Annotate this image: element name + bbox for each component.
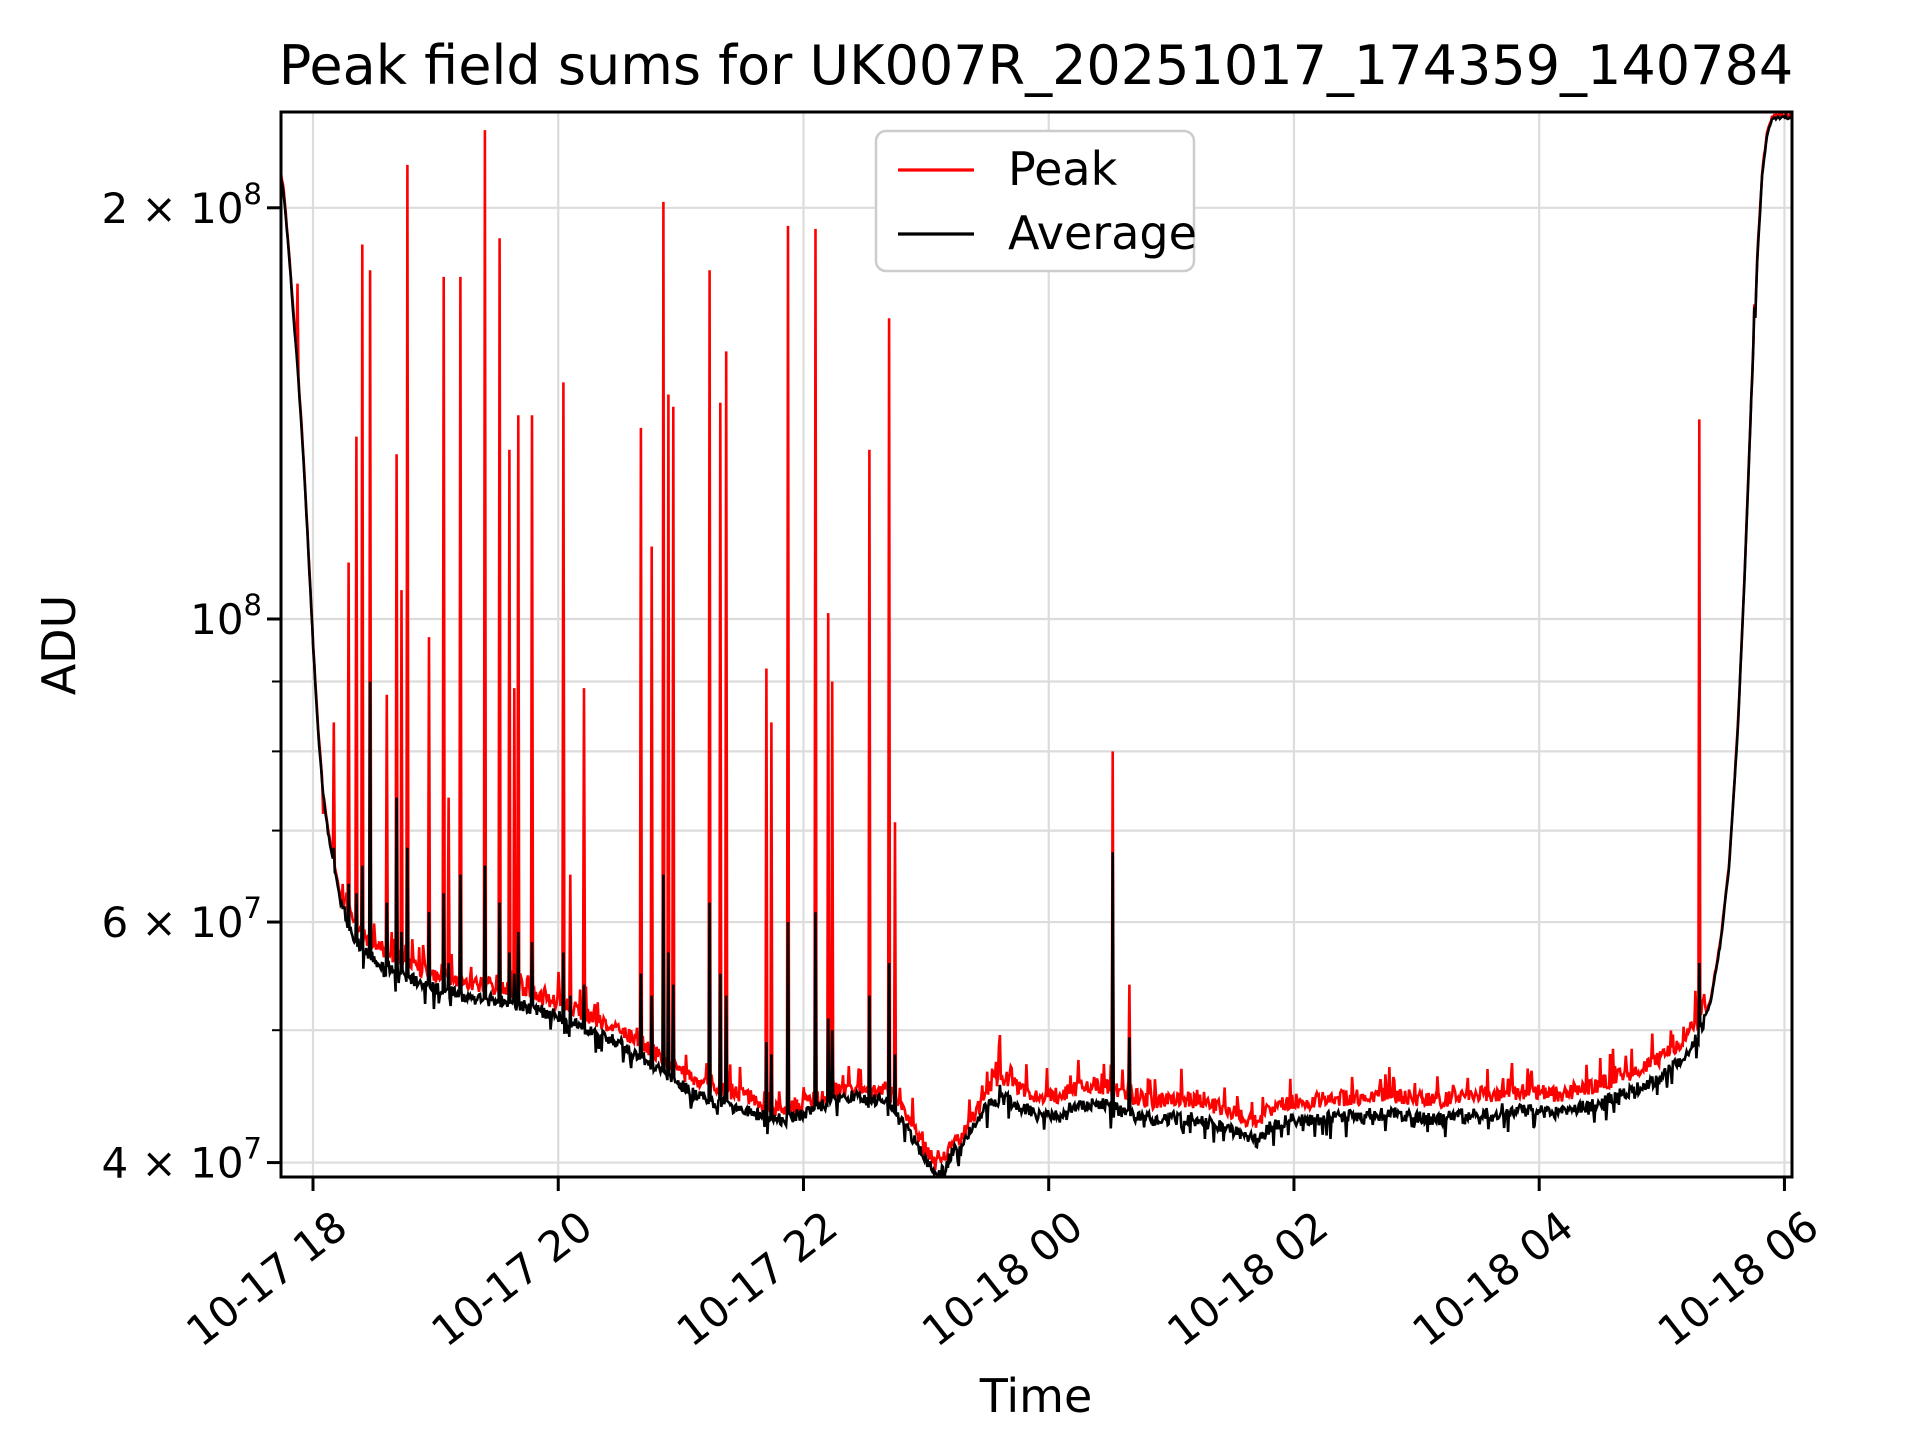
x-tick-label: 10-17 18 (177, 1201, 356, 1356)
x-tick-label: 10-17 20 (422, 1201, 601, 1356)
legend-label-average: Average (1008, 206, 1197, 260)
legend-label-peak: Peak (1008, 142, 1118, 196)
series-peak (281, 112, 1792, 1171)
x-axis-label: Time (979, 1369, 1093, 1423)
y-axis-label: ADU (32, 595, 86, 696)
series-average (281, 112, 1792, 1177)
legend-box (874, 129, 1196, 273)
y-tick-label: 2 × 108 (101, 177, 262, 233)
y-tick-label: 6 × 107 (101, 891, 262, 947)
legend: Peak Average (874, 129, 1197, 273)
y-tick-label: 108 (190, 588, 262, 644)
axis-ticks (267, 206, 1786, 1191)
chart-title: Peak field sums for UK007R_20251017_1743… (279, 34, 1793, 97)
y-tick-labels: 2 × 108 108 6 × 107 4 × 107 (101, 177, 262, 1188)
x-tick-label: 10-18 02 (1158, 1201, 1337, 1356)
x-tick-label: 10-17 22 (668, 1201, 847, 1356)
x-tick-label: 10-18 04 (1403, 1201, 1582, 1356)
series-lines (281, 112, 1792, 1177)
plot-frame (279, 110, 1794, 1179)
y-tick-label: 4 × 107 (101, 1132, 262, 1188)
x-tick-labels: 10-17 18 10-17 20 10-17 22 10-18 00 10-18 02… (177, 1201, 1827, 1356)
x-tick-label: 10-18 00 (913, 1201, 1092, 1356)
x-tick-label: 10-18 06 (1649, 1201, 1828, 1356)
